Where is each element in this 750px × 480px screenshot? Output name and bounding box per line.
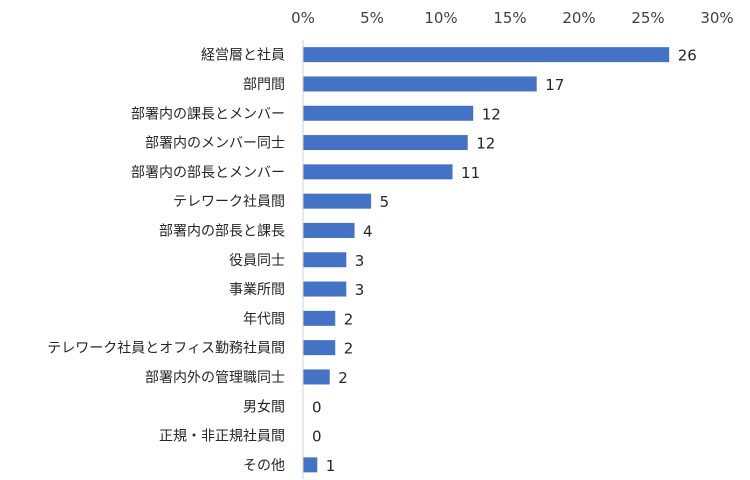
- data-label: 3: [355, 252, 365, 270]
- category-label: テレワーク社員間: [173, 194, 285, 210]
- data-label: 3: [355, 281, 365, 299]
- category-label: 男女間: [243, 398, 285, 415]
- data-label: 1: [326, 457, 336, 475]
- category-label: 正規・非正規社員間: [159, 429, 285, 445]
- bar: [303, 281, 347, 297]
- bar: [303, 222, 355, 238]
- category-label: 部署内のメンバー同士: [145, 136, 285, 152]
- x-tick-label: 0%: [291, 9, 315, 27]
- bar: [303, 76, 537, 92]
- bar: [303, 193, 372, 209]
- x-tick-label: 15%: [493, 9, 526, 27]
- category-label: 部署内外の管理職同士: [145, 370, 285, 386]
- data-label: 4: [363, 222, 373, 240]
- category-label: 部署内の部長と課長: [159, 223, 285, 239]
- bar-series: [303, 47, 670, 473]
- bar: [303, 340, 336, 356]
- x-tick-label: 10%: [424, 9, 457, 27]
- x-axis-ticks: 0% 5% 10% 15% 20% 25% 30%: [291, 9, 734, 27]
- data-label: 11: [461, 164, 480, 182]
- bar: [303, 135, 468, 151]
- data-label: 2: [344, 340, 354, 358]
- bar: [303, 457, 318, 473]
- bar: [303, 252, 347, 268]
- x-tick-label: 5%: [360, 9, 384, 27]
- data-label: 12: [476, 135, 495, 153]
- bar: [303, 164, 453, 180]
- category-label: テレワーク社員とオフィス勤務社員間: [47, 341, 285, 357]
- category-label: 部署内の部長とメンバー: [131, 165, 285, 181]
- category-label: その他: [243, 458, 285, 474]
- data-label: 26: [678, 47, 697, 65]
- bar: [303, 47, 670, 63]
- data-label: 2: [338, 369, 348, 387]
- data-label: 17: [545, 76, 564, 94]
- data-label: 2: [344, 310, 354, 328]
- category-label: 経営層と社員: [201, 48, 285, 64]
- bar: [303, 105, 474, 121]
- x-tick-label: 20%: [562, 9, 595, 27]
- category-label: 事業所間: [229, 282, 285, 298]
- category-label: 部門間: [243, 77, 285, 93]
- category-labels: 経営層と社員部門間部署内の課長とメンバー部署内のメンバー同士部署内の部長とメンバ…: [47, 48, 285, 474]
- x-tick-label: 25%: [631, 9, 664, 27]
- data-label: 0: [312, 398, 322, 416]
- x-tick-label: 30%: [700, 9, 733, 27]
- category-label: 役員同士: [229, 253, 285, 269]
- category-label: 年代間: [243, 311, 285, 327]
- bar: [303, 369, 330, 385]
- data-label: 5: [380, 193, 390, 211]
- data-label: 12: [482, 105, 501, 123]
- data-label: 0: [312, 428, 322, 446]
- category-label: 部署内の課長とメンバー: [131, 106, 285, 122]
- bar: [303, 310, 336, 326]
